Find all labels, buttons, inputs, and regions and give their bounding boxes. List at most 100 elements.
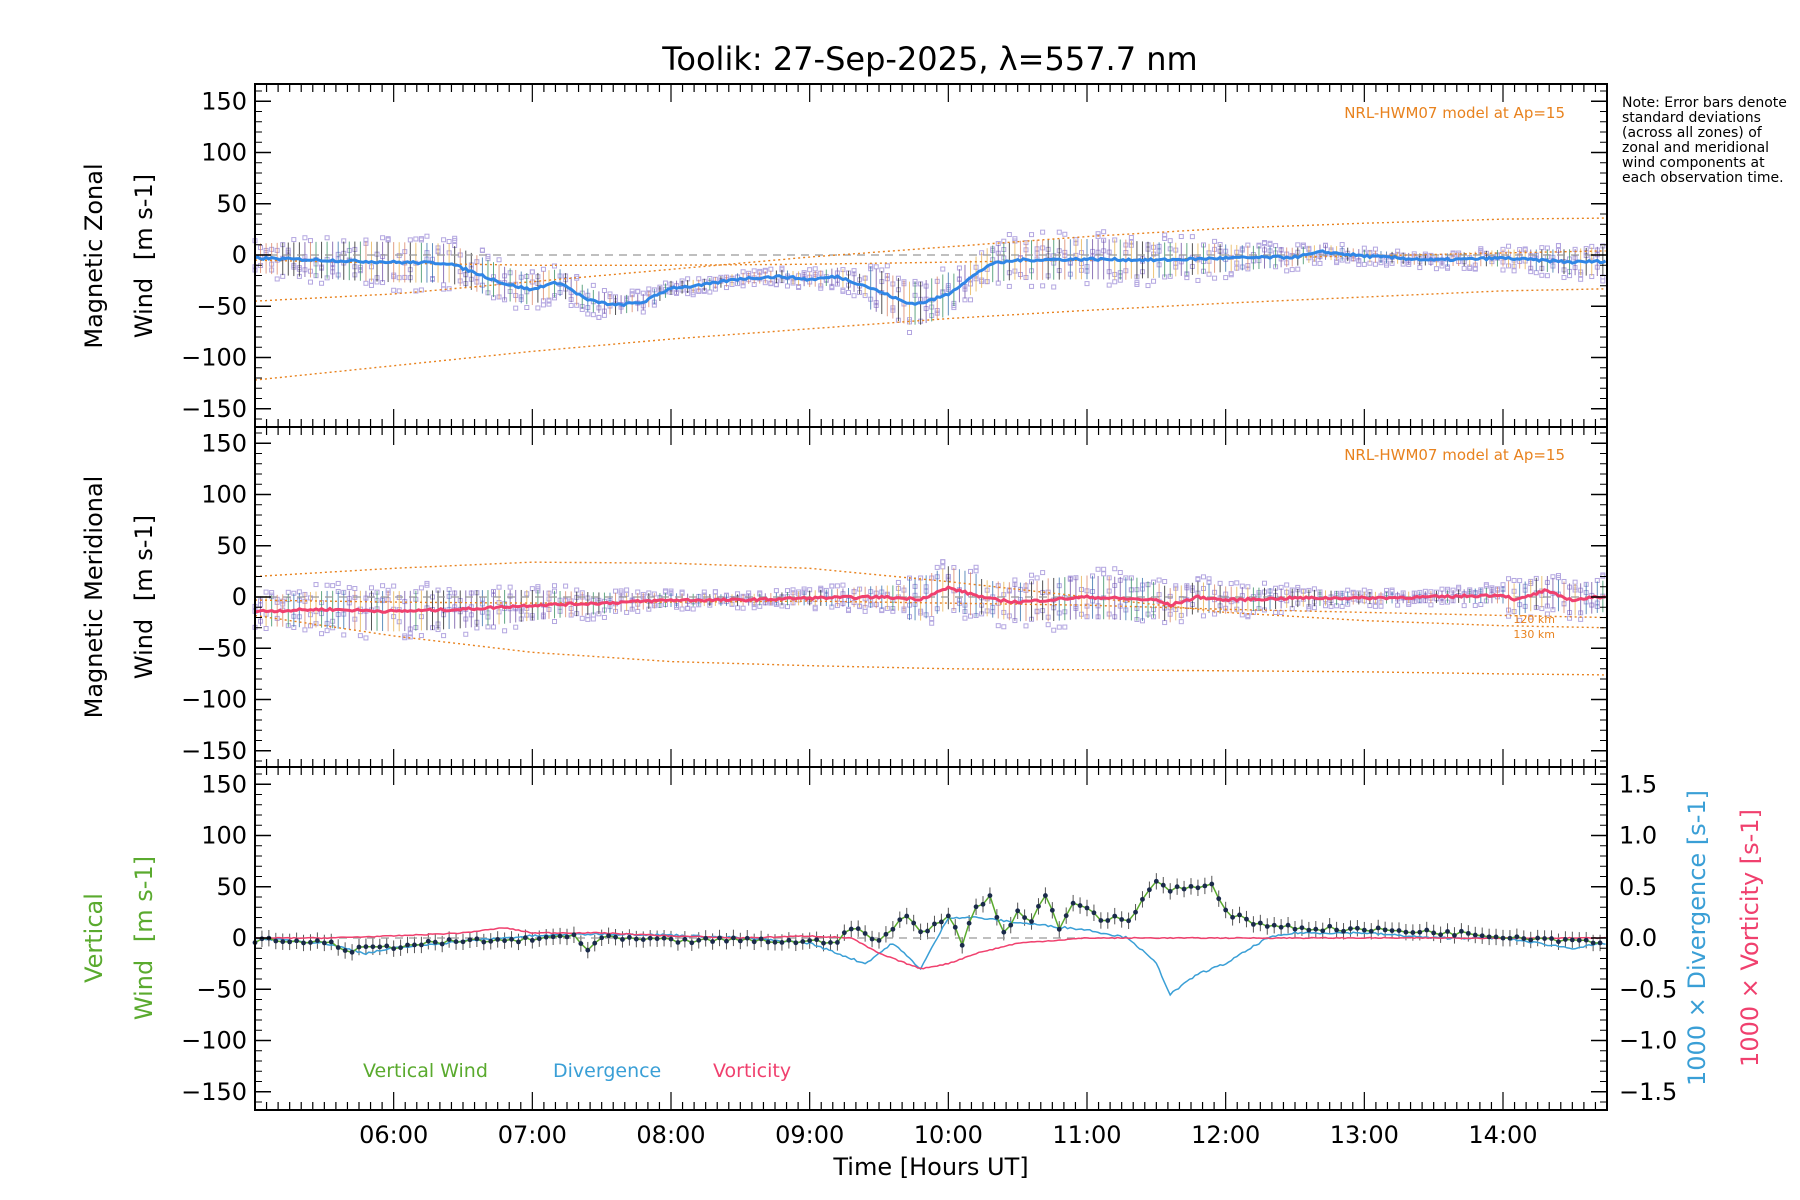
zone-sample (1212, 238, 1218, 244)
vorticity-axis-title: 1000 × Vorticity [s-1] (1736, 809, 1764, 1067)
y-tick-label: 0 (232, 583, 247, 611)
zone-sample (1478, 602, 1484, 608)
vertical-y-axis-title: Vertical (80, 893, 108, 983)
zone-sample (1023, 623, 1029, 629)
vertical-sample (1597, 940, 1603, 946)
zone-sample (1289, 267, 1295, 273)
error-bar-note: Note: Error bars denote standard deviati… (1622, 95, 1787, 186)
vertical-sample (1514, 934, 1520, 940)
vertical-sample (911, 920, 917, 926)
zone-sample (590, 616, 596, 622)
zone-sample (380, 583, 386, 589)
zonal-ylabel-wind: Wind (130, 278, 158, 338)
y2-tick-label: 1.5 (1619, 770, 1657, 798)
vertical-sample (1417, 929, 1423, 935)
zone-sample (1234, 580, 1240, 586)
vertical-sample (1056, 926, 1062, 932)
vertical-sample (807, 938, 813, 944)
zone-sample (313, 582, 319, 588)
y2-tick-label: 0.5 (1619, 873, 1657, 901)
zone-sample (324, 235, 330, 241)
x-tick-label: 12:00 (1191, 1121, 1260, 1149)
zone-sample (934, 564, 940, 570)
vertical-sample (1257, 920, 1263, 926)
zone-sample (307, 279, 313, 285)
zone-sample (601, 614, 607, 620)
zone-sample (546, 301, 552, 307)
vertical-sample (939, 919, 944, 925)
zone-sample (635, 288, 641, 294)
vertical-sample (1029, 919, 1034, 924)
vertical-sample (945, 913, 951, 919)
vertical-sample (1251, 921, 1256, 927)
vertical-sample (1452, 932, 1457, 938)
zone-sample (624, 587, 630, 593)
meridional-altitude-130: 130 km (1513, 628, 1555, 641)
vertical-sample (321, 940, 327, 946)
zone-sample (1006, 283, 1012, 289)
vertical-sample (613, 934, 618, 940)
series-hwm_model_1 (255, 217, 1606, 302)
zone-sample (529, 269, 535, 275)
zone-sample (1361, 261, 1367, 267)
zone-sample (1295, 266, 1301, 272)
zone-sample (845, 606, 851, 612)
zone-sample (463, 631, 469, 637)
zone-sample (751, 605, 757, 611)
zone-sample (895, 579, 901, 585)
y2-tick-label: −0.5 (1619, 975, 1677, 1003)
zone-sample (485, 253, 491, 259)
y-tick-label: 150 (201, 87, 247, 115)
svg-text:Wind [m s-1]: Wind [m s-1] (130, 174, 158, 338)
zone-sample (407, 237, 413, 243)
zone-sample (1339, 603, 1345, 609)
zone-sample (1162, 579, 1168, 585)
vertical-sample (654, 936, 660, 942)
x-tick-label: 14:00 (1468, 1121, 1537, 1149)
vertical-sample (1583, 937, 1589, 943)
vertical-sample (287, 939, 293, 945)
vertical-sample (1507, 935, 1513, 941)
vertical-sample (1098, 918, 1104, 923)
vertical-sample (1299, 925, 1305, 931)
vertical-sample (342, 948, 348, 953)
vertical-sample (391, 946, 397, 952)
vertical-sample (724, 938, 729, 944)
y-tick-label: 50 (216, 873, 247, 901)
vertical-sample (661, 935, 667, 941)
zone-sample (1162, 620, 1168, 626)
vertical-sample (516, 939, 521, 945)
zone-sample (1040, 570, 1046, 576)
vertical-sample (502, 938, 507, 944)
vertical-sample (620, 937, 625, 942)
zone-sample (1578, 616, 1584, 622)
vertical-sample (703, 935, 709, 941)
zone-sample (1395, 602, 1401, 608)
zone-sample (1200, 574, 1206, 580)
series-hwm_model_2 (255, 614, 1606, 676)
meridional-y-axis-title-2: Wind [m s-1] (130, 515, 158, 679)
vertical-sample (800, 939, 806, 944)
zone-sample (690, 292, 696, 298)
zone-sample (812, 604, 818, 610)
zone-sample (285, 589, 291, 595)
zone-sample (940, 266, 946, 272)
zone-sample (1001, 624, 1007, 630)
zone-sample (740, 605, 746, 611)
zone-sample (563, 583, 569, 589)
zone-sample (1372, 246, 1378, 252)
vertical-sample (710, 939, 715, 944)
zone-sample (973, 568, 979, 574)
zone-sample (1311, 605, 1317, 611)
svg-text:Wind [m s-1]: Wind [m s-1] (130, 856, 158, 1020)
y2-tick-label: 0.0 (1619, 924, 1657, 952)
zone-sample (1483, 583, 1489, 589)
zonal-ylabel-line1: Magnetic Zonal (80, 163, 108, 348)
zonal-y-axis-title: Magnetic Zonal (80, 163, 108, 348)
zone-sample (1178, 234, 1184, 240)
zone-sample (840, 582, 846, 588)
zonal-y-axis-title-2: Wind [m s-1] (130, 174, 158, 338)
zone-sample (1134, 281, 1140, 287)
zone-sample (884, 263, 890, 269)
zone-sample (368, 585, 374, 591)
